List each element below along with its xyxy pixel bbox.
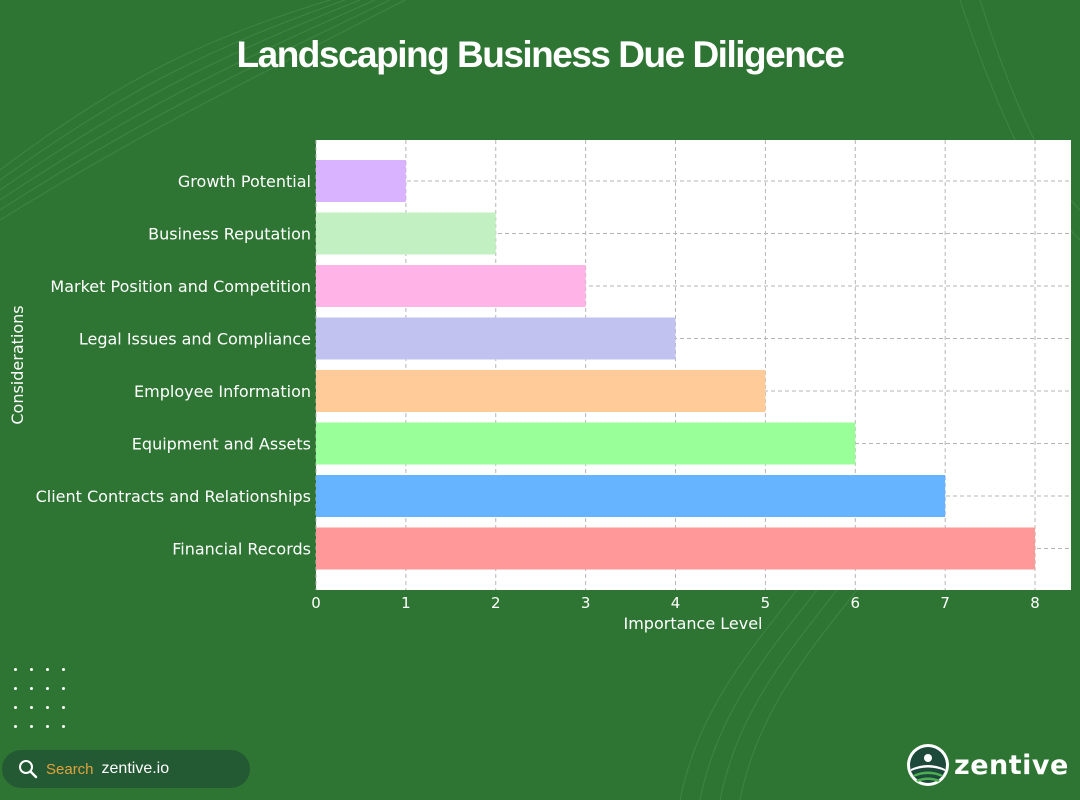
decorative-dot — [62, 706, 65, 709]
x-axis-label: Importance Level — [623, 614, 762, 633]
search-pill[interactable]: Search zentive.io — [2, 750, 250, 788]
y-axis-label: Considerations — [8, 305, 27, 424]
x-tick-label: 7 — [940, 594, 950, 612]
bar — [316, 422, 856, 465]
search-icon — [19, 760, 38, 779]
bar — [316, 475, 946, 517]
y-tick-label: Market Position and Competition — [50, 277, 311, 296]
decorative-dot — [14, 687, 17, 690]
x-tick-label: 2 — [491, 594, 501, 612]
x-tick-label: 3 — [581, 594, 591, 612]
x-tick-label: 5 — [761, 594, 771, 612]
decorative-dot — [14, 706, 17, 709]
decorative-dot — [30, 725, 33, 728]
x-tick-label: 8 — [1030, 594, 1040, 612]
search-site: zentive.io — [101, 760, 170, 777]
decorative-dot — [30, 687, 33, 690]
plot-background — [316, 140, 1071, 590]
y-tick-label: Growth Potential — [178, 172, 311, 191]
brand-name: zentive — [954, 749, 1069, 781]
x-tick-label: 1 — [401, 594, 411, 612]
decorative-dot-grid — [14, 668, 74, 738]
bar — [316, 370, 766, 412]
search-label: Search — [46, 760, 94, 778]
decorative-dot — [14, 668, 17, 671]
y-tick-label: Legal Issues and Compliance — [79, 330, 311, 349]
decorative-dot — [46, 706, 49, 709]
zentive-logo-icon — [907, 744, 949, 786]
decorative-dot — [46, 687, 49, 690]
bar — [316, 212, 496, 255]
x-tick-labels: 0 1 2 3 4 5 6 7 8 — [311, 594, 1040, 612]
y-tick-label: Equipment and Assets — [132, 435, 311, 454]
chart-title: Landscaping Business Due Diligence — [236, 34, 845, 75]
bar — [316, 160, 406, 202]
y-tick-labels: Financial Records Client Contracts and Re… — [36, 172, 311, 559]
decorative-dot — [62, 687, 65, 690]
decorative-dot — [14, 725, 17, 728]
decorative-dot — [30, 706, 33, 709]
decorative-dot — [62, 668, 65, 671]
x-tick-label: 0 — [311, 594, 321, 612]
x-tick-label: 4 — [671, 594, 681, 612]
decorative-dot — [62, 725, 65, 728]
decorative-dot — [46, 725, 49, 728]
bar — [316, 265, 586, 307]
brand: zentive — [906, 740, 1069, 790]
y-tick-label: Financial Records — [172, 540, 311, 559]
y-tick-label: Client Contracts and Relationships — [36, 487, 311, 506]
decorative-dot — [46, 668, 49, 671]
bar — [316, 527, 1036, 570]
y-tick-label: Employee Information — [134, 382, 311, 401]
y-tick-label: Business Reputation — [148, 225, 311, 244]
x-tick-label: 6 — [851, 594, 861, 612]
bar — [316, 317, 676, 360]
bars — [316, 160, 1036, 570]
decorative-dot — [30, 668, 33, 671]
